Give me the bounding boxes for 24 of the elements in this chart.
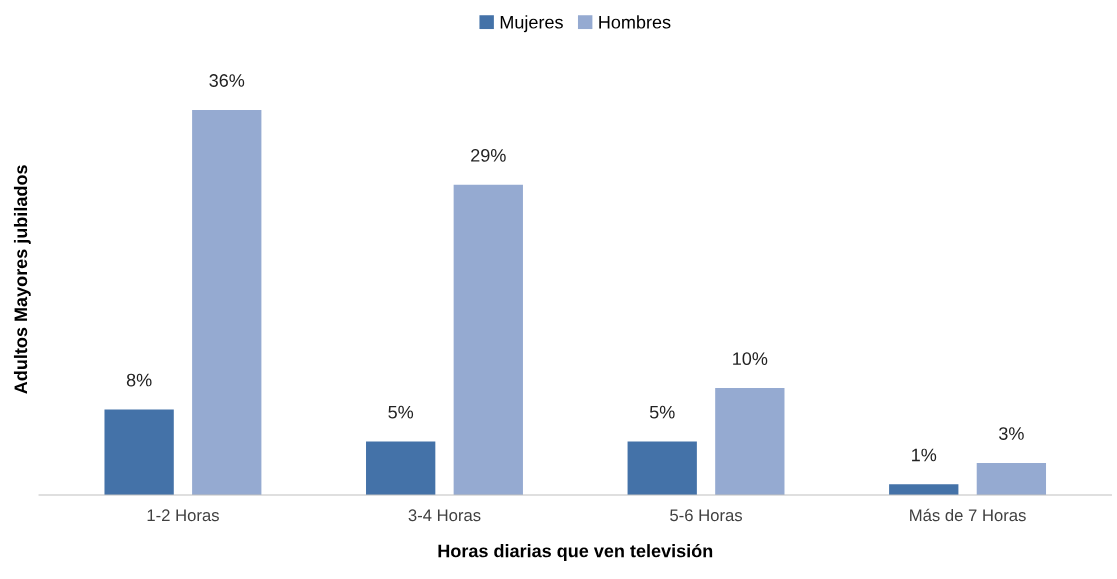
x-tick-label: 5-6 Horas — [670, 509, 743, 522]
bar — [104, 409, 174, 496]
bar — [192, 109, 262, 496]
x-tick-label: 3-4 Horas — [408, 509, 481, 522]
data-label: 1% — [912, 448, 937, 462]
bar — [453, 184, 523, 496]
bar — [366, 441, 436, 496]
data-label: 29% — [471, 149, 506, 162]
x-tick-label: 1-2 Horas — [147, 509, 219, 522]
data-label: 10% — [733, 352, 768, 366]
legend-label: Mujeres — [500, 15, 563, 33]
x-axis-title: Horas diarias que ven televisión — [438, 543, 713, 561]
data-label: 8% — [126, 373, 152, 387]
data-label: 5% — [388, 405, 414, 419]
bar — [715, 388, 785, 496]
y-axis-title: Adultos Mayores jubilados — [13, 165, 31, 394]
legend-label: Hombres — [599, 15, 671, 29]
bar — [889, 484, 959, 496]
data-label: 3% — [999, 427, 1024, 440]
data-label: 36% — [209, 74, 245, 87]
x-tick-label: Más de 7 Horas — [910, 508, 1026, 522]
bar — [976, 462, 1047, 496]
bar — [627, 441, 697, 496]
data-label: 5% — [649, 405, 675, 419]
